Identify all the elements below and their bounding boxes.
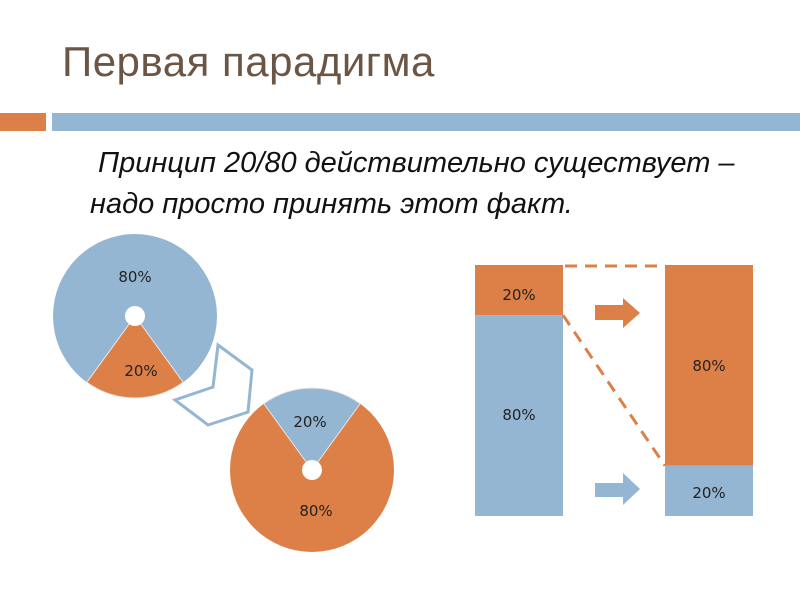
- pie-after-blue-label: 20%: [293, 413, 326, 431]
- pie-before-orange-label: 20%: [124, 362, 157, 380]
- bar-before-blue-label: 80%: [502, 406, 535, 424]
- bar-before-orange-label: 20%: [502, 286, 535, 304]
- dashed-connector-diagonal: [561, 314, 667, 467]
- pie-after-orange-label: 80%: [299, 502, 332, 520]
- chevron-arrow-icon: [171, 342, 254, 427]
- arrow-right-blue-icon: [595, 473, 640, 505]
- bar-after-orange-label: 80%: [692, 357, 725, 375]
- bar-before-orange-segment: [475, 265, 563, 316]
- bar-after-blue-segment: [665, 465, 753, 516]
- pie-after-hole: [302, 460, 322, 480]
- accent-bar-orange: [0, 113, 46, 131]
- slide-body-text: Принцип 20/80 действительно существует –…: [90, 147, 735, 220]
- pie-before-blue-label: 80%: [118, 268, 151, 286]
- accent-bar-blue: [52, 113, 800, 131]
- bar-after-blue-label: 20%: [692, 484, 725, 502]
- pie-after: 20% 80%: [230, 387, 394, 552]
- bar-before: 20% 80%: [475, 265, 563, 516]
- bar-before-blue-segment: [475, 315, 563, 516]
- bar-after: 80% 20%: [665, 265, 753, 516]
- bar-after-orange-segment: [665, 265, 753, 466]
- slide-title: Первая парадигма: [62, 38, 435, 85]
- pie-before: 80% 20%: [53, 234, 217, 399]
- pie-after-blue-slice: [263, 387, 361, 471]
- pie-before-orange-slice: [86, 315, 184, 399]
- pie-before-hole: [125, 306, 145, 326]
- arrow-right-orange-icon: [595, 298, 640, 328]
